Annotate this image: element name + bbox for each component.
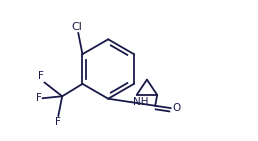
Text: F: F (37, 71, 43, 81)
Text: O: O (173, 103, 181, 113)
Text: Cl: Cl (72, 22, 83, 32)
Text: F: F (55, 117, 61, 127)
Text: NH: NH (133, 97, 148, 107)
Text: F: F (36, 93, 42, 103)
